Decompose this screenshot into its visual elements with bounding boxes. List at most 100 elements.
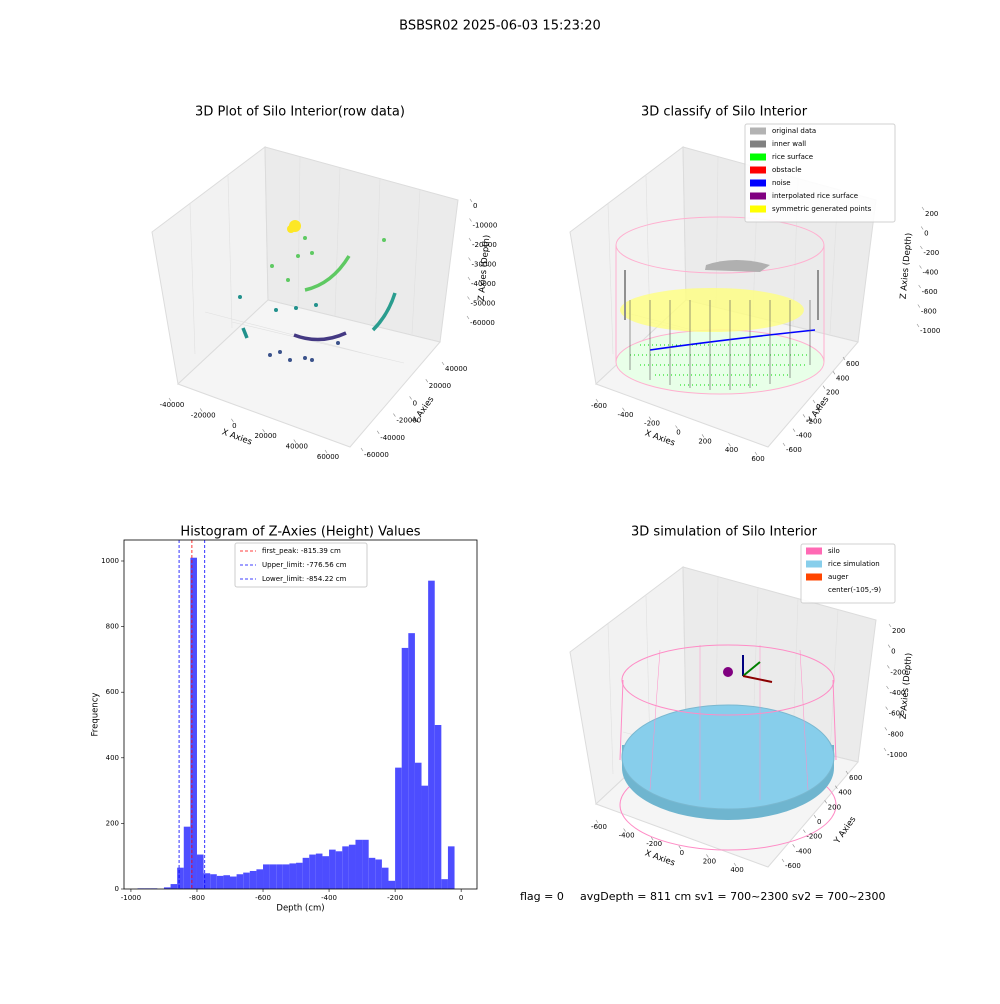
tick-mark (733, 862, 737, 867)
x-tick-label: -600 (591, 402, 607, 410)
panel-title: 3D simulation of Silo Interior (631, 525, 818, 540)
bar (421, 785, 429, 889)
x-tick-label: -400 (321, 894, 337, 902)
x-tick-label: 20000 (254, 432, 276, 440)
tick-mark (262, 429, 265, 433)
bar (414, 762, 422, 889)
y-tick-label: 400 (106, 754, 119, 762)
tick-mark (441, 361, 445, 366)
tick-mark (835, 785, 838, 789)
z-tick-label: 0 (473, 202, 477, 210)
tick-mark (887, 644, 891, 648)
legend-label: obstacle (772, 166, 802, 174)
legend-label: symmetric generated points (772, 205, 872, 213)
bar (269, 864, 277, 889)
axis-label: X Axies (643, 848, 676, 868)
y-tick-label: -600 (786, 446, 802, 454)
bar (229, 876, 237, 889)
x-tick-label: -600 (591, 823, 607, 831)
tick-mark (650, 837, 654, 841)
tick-mark (792, 428, 796, 432)
tick-mark (469, 198, 473, 203)
z-tick-label: -30000 (472, 261, 497, 269)
y-tick-label: 200 (828, 803, 841, 811)
panel-title: Histogram of Z-Axies (Height) Values (180, 525, 420, 540)
y-tick-label: 0 (817, 818, 821, 826)
bar (289, 863, 297, 889)
y-tick-label: 0 (115, 885, 119, 893)
bar (348, 844, 356, 889)
panel-title: 3D classify of Silo Interior (641, 105, 808, 120)
tick-mark (888, 623, 892, 628)
legend-swatch (806, 586, 822, 594)
classify-decor (615, 216, 825, 395)
legend-label: first_peak: -815.39 cm (262, 547, 341, 555)
tick-mark (792, 844, 795, 848)
tick-mark (916, 323, 920, 328)
y-tick-label: 600 (849, 774, 862, 782)
y-tick-label: 0 (816, 403, 820, 411)
y-tick-label: -200 (806, 417, 822, 425)
tick-mark (376, 430, 380, 434)
z-tick-label: -800 (921, 308, 937, 316)
axis-label: Z Axies (Depth) (899, 232, 915, 299)
tick-mark (918, 284, 921, 289)
bar (210, 874, 217, 889)
legend-swatch (750, 153, 766, 161)
tick-mark (623, 828, 626, 832)
tick-mark (754, 451, 758, 456)
axis-label: X Axies (643, 428, 676, 448)
z-tick-label: -50000 (471, 300, 496, 308)
x-tick-label: 200 (698, 437, 711, 445)
legend-label: rice simulation (828, 560, 880, 568)
z-tick-label: -60000 (470, 319, 495, 327)
tick-mark (467, 276, 471, 281)
legend-label: inner wall (772, 140, 806, 148)
legend-label: silo (828, 547, 840, 555)
tick-mark (919, 265, 922, 269)
bar (190, 557, 197, 889)
plot-frame (123, 539, 478, 890)
tick-mark (812, 399, 816, 404)
x-tick-label: 40000 (286, 443, 308, 451)
tick-mark (884, 727, 888, 731)
tick-mark (832, 371, 836, 375)
y-tick-label: -400 (796, 432, 812, 440)
tick-mark (293, 439, 297, 443)
tick-mark (595, 819, 599, 824)
y-tick-label: 200 (106, 819, 119, 827)
legend-label: auger (828, 573, 848, 581)
tick-mark (885, 706, 888, 710)
x-tick-label: 0 (676, 429, 680, 437)
x-tick-label: -400 (619, 832, 635, 840)
bar (203, 873, 211, 889)
z-tick-label: -1000 (920, 327, 940, 335)
legend-label: Lower_limit: -854.22 cm (262, 575, 347, 583)
legend-swatch (750, 205, 766, 213)
y-tick-label: -600 (785, 862, 801, 870)
tick-mark (701, 434, 705, 438)
bar (322, 856, 330, 889)
bar (315, 853, 323, 889)
y-tick-label: -60000 (364, 451, 389, 459)
y-tick-label: -40000 (380, 434, 405, 442)
bar (296, 862, 303, 889)
bar (388, 880, 396, 889)
tick-mark (468, 237, 472, 242)
axis-label: Y Axies (832, 814, 859, 846)
x-tick-label: 600 (751, 455, 764, 463)
axis-label: Z Axies (Depth) (899, 652, 915, 719)
tick-mark (199, 408, 203, 412)
legend-swatch (750, 192, 766, 200)
x-tick-label: -40000 (160, 401, 185, 409)
x-tick-label: -200 (644, 420, 660, 428)
tick-mark (595, 398, 599, 403)
legend-label: interpolated rice surface (772, 192, 858, 200)
bar (263, 864, 270, 889)
bar (183, 826, 191, 889)
legend-swatch (806, 547, 822, 555)
tick-mark (466, 315, 470, 320)
y-tick-label: 200 (826, 389, 839, 397)
z-tick-label: -600 (889, 710, 905, 718)
